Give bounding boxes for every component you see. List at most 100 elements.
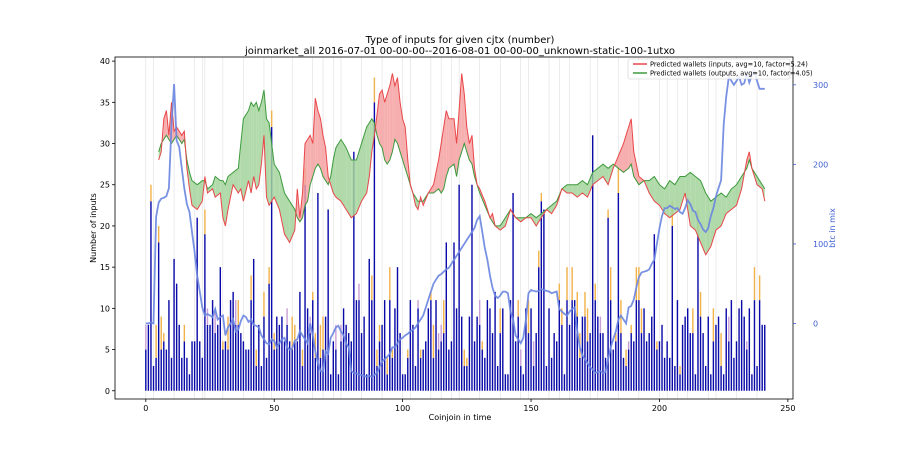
wallet-fill: [385, 94, 388, 164]
wallet-fill: [362, 127, 367, 201]
input-bar-secondary: [656, 341, 657, 349]
input-bar: [651, 317, 652, 391]
input-bar-secondary: [163, 333, 164, 341]
input-bar-secondary: [464, 350, 465, 366]
input-bar-secondary: [150, 185, 151, 201]
input-bar-tertiary: [440, 325, 441, 341]
input-bar: [666, 341, 667, 390]
input-bar-secondary: [443, 300, 444, 333]
input-bar: [507, 374, 508, 390]
input-bar: [595, 300, 596, 391]
input-bar: [546, 366, 547, 391]
input-bar: [307, 308, 308, 390]
input-bar: [500, 333, 501, 391]
x-tick-label: 0: [143, 404, 148, 413]
input-bar: [551, 358, 552, 391]
input-bar-secondary: [271, 111, 272, 127]
input-bar: [602, 333, 603, 391]
input-bar: [505, 374, 506, 390]
input-bar: [615, 341, 616, 390]
input-bar: [148, 325, 149, 391]
input-bar-secondary: [630, 325, 631, 333]
input-bar-secondary: [679, 366, 680, 374]
input-bar: [258, 325, 259, 391]
input-bar: [718, 317, 719, 391]
input-bar-secondary: [376, 350, 377, 366]
input-bar: [458, 185, 459, 391]
input-bar: [743, 317, 744, 391]
input-bar: [276, 317, 277, 391]
input-bar: [345, 325, 346, 391]
input-bar: [335, 350, 336, 391]
input-bar: [166, 350, 167, 391]
input-bar-secondary: [371, 275, 372, 300]
input-bar: [541, 201, 542, 391]
input-bar: [589, 333, 590, 391]
input-bar: [754, 300, 755, 391]
x-tick-label: 100: [395, 404, 410, 413]
input-bar: [281, 317, 282, 391]
input-bar-secondary: [158, 226, 159, 242]
input-bar-secondary: [184, 325, 185, 341]
input-bar: [464, 366, 465, 391]
wallet-fill: [341, 139, 346, 209]
input-bar: [535, 333, 536, 391]
input-bar-secondary: [607, 209, 608, 217]
input-bar: [476, 317, 477, 391]
input-bar: [636, 300, 637, 391]
input-bar: [543, 209, 544, 390]
input-bar: [720, 366, 721, 391]
input-bar: [697, 234, 698, 391]
input-bar: [517, 317, 518, 391]
input-bar: [687, 308, 688, 390]
input-bar: [302, 366, 303, 391]
input-bar-secondary: [538, 251, 539, 267]
y2-axis-label: btc in mix: [828, 208, 837, 248]
input-bar: [235, 325, 236, 391]
input-bar: [674, 366, 675, 391]
input-bar-secondary: [541, 193, 542, 201]
input-bar: [173, 259, 174, 391]
input-bar: [487, 300, 488, 391]
input-bar-secondary: [754, 267, 755, 300]
input-bar: [733, 358, 734, 391]
input-bar: [168, 300, 169, 391]
input-bar: [420, 358, 421, 391]
input-bar: [294, 341, 295, 390]
input-bar: [443, 333, 444, 391]
input-bar: [700, 317, 701, 391]
x-tick-label: 150: [523, 404, 538, 413]
input-bar-secondary: [577, 292, 578, 317]
input-bar: [648, 333, 649, 391]
input-bar: [623, 358, 624, 391]
input-bar: [284, 341, 285, 390]
input-bar: [155, 358, 156, 391]
input-bar: [446, 242, 447, 390]
input-bar: [756, 366, 757, 391]
input-bar-secondary: [222, 341, 223, 349]
wallet-fill: [395, 78, 398, 144]
input-bar: [315, 358, 316, 391]
chart-title: Type of inputs for given cjtx (number): [365, 35, 555, 46]
input-bar: [630, 333, 631, 391]
input-bar: [184, 341, 185, 390]
y-tick-label: 25: [100, 181, 110, 190]
input-bar-secondary: [559, 284, 560, 300]
input-bar: [625, 366, 626, 391]
input-bar: [227, 350, 228, 391]
y-tick-label: 10: [100, 304, 110, 313]
input-bar: [677, 300, 678, 391]
input-bar-secondary: [571, 267, 572, 300]
wallet-fill: [618, 144, 623, 173]
input-bar: [186, 358, 187, 391]
input-bar-secondary: [713, 308, 714, 341]
input-bar-secondary: [161, 317, 162, 350]
input-bar-tertiary: [728, 317, 729, 342]
legend-label-outputs: Predicted wallets (outputs, avg=10, fact…: [650, 70, 813, 78]
input-bar-secondary: [312, 292, 313, 300]
input-bar: [466, 366, 467, 391]
input-bar: [664, 358, 665, 391]
input-bar: [356, 300, 357, 391]
input-bar-secondary: [387, 358, 388, 374]
